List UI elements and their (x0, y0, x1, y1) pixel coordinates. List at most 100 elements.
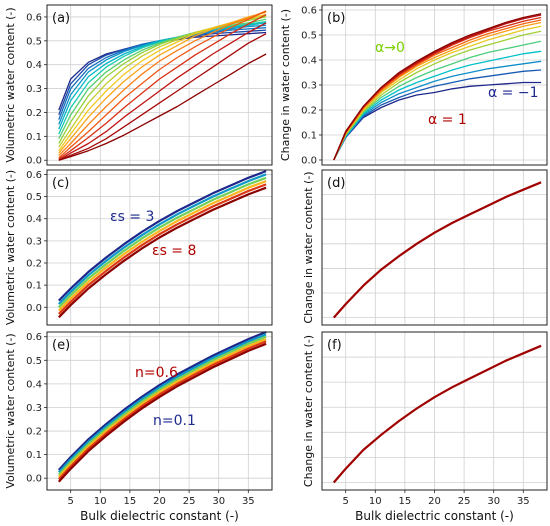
series-line-a-15 (58, 33, 267, 161)
series-line-a-12 (58, 10, 267, 159)
y-tick-label: 0.1 (26, 281, 42, 292)
series-line-b-3 (333, 50, 542, 161)
series-line-b-11 (333, 13, 542, 161)
x-tick-label: 5 (67, 496, 73, 507)
y-tick-label: 0.6 (301, 6, 317, 17)
annotation-c-1: εs = 8 (152, 243, 196, 259)
x-axis-label-f: Bulk dielectric constant (-) (355, 509, 514, 523)
series-line-e-0 (57, 330, 267, 471)
annotation-b-2: α = 1 (428, 112, 467, 128)
series-line-c-1 (58, 173, 267, 305)
x-tick-label: 15 (399, 496, 412, 507)
y-tick-label: 0.1 (26, 132, 42, 143)
annotation-c-0: εs = 3 (110, 209, 154, 225)
y-tick-label: 0.0 (26, 474, 42, 485)
series-line-b-4 (333, 40, 542, 161)
annotation-b-1: α = −1 (488, 85, 539, 101)
annotation-e-1: n=0.1 (153, 413, 196, 429)
y-axis-label-d: Change in water content (-) (302, 171, 315, 323)
y-tick-label: 0.5 (26, 36, 42, 47)
y-tick-label: 0.5 (26, 192, 42, 203)
y-tick-label: 0.6 (26, 332, 42, 343)
series-line-e-1 (57, 333, 267, 474)
series-line-e-4 (57, 340, 267, 481)
y-tick-label: 0.4 (26, 379, 42, 390)
series-line-d-0 (332, 181, 542, 319)
y-tick-label: 0.0 (301, 156, 317, 167)
annotation-e-0: n=0.6 (135, 365, 178, 381)
x-tick-label: 20 (428, 496, 441, 507)
series-line-b-6 (333, 25, 542, 161)
series-line-c-5 (58, 186, 267, 319)
x-tick-label: 10 (369, 496, 382, 507)
series-line-a-6 (58, 18, 267, 139)
y-tick-label: 0.0 (26, 303, 42, 314)
panel-a-frame (46, 4, 273, 166)
y-tick-label: 0.6 (26, 12, 42, 23)
y-tick-label: 0.2 (26, 427, 42, 438)
series-line-f-0 (332, 344, 542, 484)
x-tick-label: 30 (212, 496, 225, 507)
series-line-b-2 (333, 60, 542, 161)
y-tick-label: 0.5 (301, 31, 317, 42)
y-tick-label: 0.3 (301, 81, 317, 92)
y-tick-label: 0.2 (26, 259, 42, 270)
y-tick-label: 0.2 (301, 106, 317, 117)
y-tick-label: 0.0 (26, 156, 42, 167)
series-line-a-10 (58, 11, 267, 154)
panel-label-c: (c) (52, 176, 69, 191)
annotation-b-0: α→0 (375, 40, 405, 56)
series-line-c-0 (58, 170, 267, 302)
series-line-e-5 (57, 342, 267, 483)
y-axis-label-f: Change in water content (-) (302, 335, 315, 487)
y-axis-label-a: Volumetric water content (-) (4, 7, 17, 162)
panel-label-a: (a) (52, 11, 70, 26)
x-tick-label: 35 (242, 496, 255, 507)
series-line-c-2 (58, 176, 267, 309)
y-axis-label-e: Volumetric water content (-) (4, 333, 17, 488)
y-tick-label: 0.4 (26, 214, 42, 225)
panel-label-e: (e) (52, 338, 70, 353)
series-line-a-16 (58, 53, 267, 161)
x-tick-label: 25 (183, 496, 196, 507)
x-tick-label: 5 (342, 496, 348, 507)
y-tick-label: 0.6 (26, 170, 42, 181)
series-line-a-14 (58, 22, 267, 161)
y-axis-label-c: Volumetric water content (-) (4, 170, 17, 325)
x-tick-label: 10 (94, 496, 107, 507)
series-line-b-0 (333, 81, 542, 161)
series-line-b-5 (333, 30, 542, 161)
series-line-b-7 (333, 21, 542, 161)
series-line-e-3 (57, 338, 267, 478)
series-line-e-2 (57, 335, 267, 476)
y-tick-label: 0.4 (301, 56, 317, 67)
series-line-a-11 (58, 10, 267, 156)
y-tick-label: 0.5 (26, 356, 42, 367)
x-tick-label: 15 (124, 496, 137, 507)
series-line-c-3 (58, 180, 267, 312)
y-tick-label: 0.3 (26, 84, 42, 95)
panel-label-f: (f) (327, 338, 342, 353)
y-tick-label: 0.1 (26, 450, 42, 461)
series-line-a-5 (58, 21, 267, 135)
y-axis-label-b: Change in water content (-) (279, 9, 292, 161)
panel-label-b: (b) (327, 11, 345, 26)
y-tick-label: 0.3 (26, 403, 42, 414)
x-tick-label: 35 (517, 496, 530, 507)
panel-label-d: (d) (327, 176, 345, 191)
series-line-b-9 (333, 16, 542, 161)
y-tick-label: 0.4 (26, 60, 42, 71)
x-tick-label: 25 (458, 496, 471, 507)
y-tick-label: 0.2 (26, 108, 42, 119)
series-line-a-13 (58, 14, 267, 160)
series-line-c-4 (58, 183, 267, 315)
x-tick-label: 30 (487, 496, 500, 507)
y-tick-label: 0.1 (301, 131, 317, 142)
panel-c-frame (46, 169, 273, 326)
series-line-b-1 (333, 69, 542, 161)
x-tick-label: 20 (153, 496, 166, 507)
y-tick-label: 0.3 (26, 236, 42, 247)
panel-d-frame (321, 169, 548, 326)
x-axis-label-e: Bulk dielectric constant (-) (80, 509, 239, 523)
